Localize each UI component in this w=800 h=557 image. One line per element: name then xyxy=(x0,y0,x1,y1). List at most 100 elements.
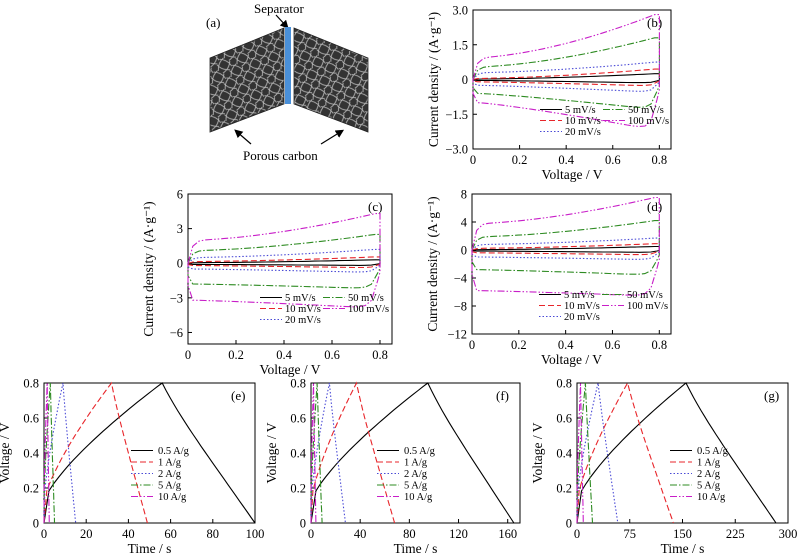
x-tick-label: 20 xyxy=(80,527,93,541)
series-line xyxy=(576,382,619,524)
legend-label: 5 mV/s xyxy=(564,290,595,301)
series-line xyxy=(576,381,674,524)
x-tick-label: 300 xyxy=(779,527,798,541)
series-line xyxy=(472,37,660,108)
x-tick-label: 100 xyxy=(246,527,265,541)
x-tick-label: 40 xyxy=(122,527,135,541)
porous-carbon-label: Porous carbon xyxy=(243,148,318,163)
y-tick-label: −1.5 xyxy=(445,108,468,122)
series-line xyxy=(43,382,56,524)
y-tick-label: 0.2 xyxy=(556,482,572,496)
y-tick-label: 3.0 xyxy=(452,4,468,18)
x-tick-label: 0.4 xyxy=(558,338,574,352)
series-line xyxy=(310,382,515,524)
legend-label: 2 A/g xyxy=(404,469,428,480)
x-tick-label: 0 xyxy=(470,153,476,167)
separator-label: Separator xyxy=(254,1,304,16)
y-tick-label: 0.8 xyxy=(556,377,572,391)
porous-carbon-arrow-left xyxy=(234,129,252,145)
left-electrode xyxy=(209,27,285,133)
series-line xyxy=(187,213,381,308)
series-line xyxy=(471,220,660,275)
legend-label: 1 A/g xyxy=(697,458,721,469)
series-line xyxy=(43,381,148,524)
y-tick-label: 4 xyxy=(461,216,468,230)
y-tick-label: 0.6 xyxy=(290,412,306,426)
x-tick-label: 0.2 xyxy=(511,338,527,352)
panel-label: (b) xyxy=(647,15,662,30)
plot-frame xyxy=(43,382,256,524)
series-line xyxy=(472,14,660,128)
x-tick-label: 0.6 xyxy=(605,338,621,352)
x-tick-label: 0.4 xyxy=(276,348,292,362)
y-tick-label: 0 xyxy=(177,257,183,271)
series-line xyxy=(576,382,777,524)
x-tick-label: 0.8 xyxy=(372,348,388,362)
legend-label: 5 A/g xyxy=(404,481,428,492)
series-line xyxy=(472,61,660,92)
y-tick-label: 0.4 xyxy=(556,447,572,461)
x-tick-label: 0.8 xyxy=(651,338,667,352)
legend-label: 20 mV/s xyxy=(564,312,600,323)
charts-layer: 0 0.2 0.4 0.6 0.8 −3.0 −1.5 0 1.5 3.0 Voltage / V C… xyxy=(0,4,797,557)
legend-label: 0.5 A/g xyxy=(158,446,190,457)
y-axis-title: Current density / (A·g⁻¹) xyxy=(141,201,156,336)
series-line xyxy=(471,196,660,296)
porous-carbon-arrow-right xyxy=(320,129,345,145)
legend-label: 1 A/g xyxy=(158,458,182,469)
legend-label: 50 mV/s xyxy=(628,105,664,116)
x-axis-title: Voltage / V xyxy=(259,362,320,377)
series-line xyxy=(187,259,381,266)
legend-label: 10 mV/s xyxy=(565,116,601,127)
legend-label: 0.5 A/g xyxy=(404,446,436,457)
legend-label: 1 A/g xyxy=(404,458,428,469)
chart-b: 0 0.2 0.4 0.6 0.8 −3.0 −1.5 0 1.5 3.0 Voltage / V C… xyxy=(426,4,672,182)
series-line xyxy=(43,382,256,524)
chart-c: 0 0.2 0.4 0.6 0.8 −6 −3 0 3 6 Voltage / V Current d… xyxy=(141,188,393,377)
y-axis-title: Voltage / V xyxy=(0,422,12,483)
legend-label: 5 mV/s xyxy=(285,293,316,304)
series-line xyxy=(310,382,323,524)
x-tick-label: 0 xyxy=(308,527,314,541)
legend-label: 50 mV/s xyxy=(348,293,384,304)
x-tick-label: 0.2 xyxy=(228,348,244,362)
y-tick-label: 0.4 xyxy=(290,447,306,461)
x-tick-label: 0.6 xyxy=(605,153,621,167)
y-tick-label: 0 xyxy=(300,517,306,531)
legend-label: 2 A/g xyxy=(158,469,182,480)
y-tick-label: 0 xyxy=(33,517,39,531)
legend-label: 100 mV/s xyxy=(628,116,669,127)
y-tick-label: 0.4 xyxy=(23,447,39,461)
x-tick-label: 160 xyxy=(498,527,517,541)
y-tick-label: 0.2 xyxy=(23,482,39,496)
chart-d: 0 0.2 0.4 0.6 0.8 −12 −8 −4 0 4 8 Voltage / V Curren… xyxy=(425,188,672,367)
y-tick-label: 0.6 xyxy=(23,412,39,426)
y-tick-label: −3.0 xyxy=(445,143,468,157)
y-tick-label: −4 xyxy=(454,272,468,286)
panel-label: (g) xyxy=(764,388,779,403)
x-axis-title: Voltage / V xyxy=(541,167,602,182)
y-tick-label: −3 xyxy=(170,291,183,305)
y-tick-label: 0 xyxy=(462,73,468,87)
legend-label: 2 A/g xyxy=(697,469,721,480)
legend-label: 20 mV/s xyxy=(285,315,321,326)
right-electrode xyxy=(293,27,369,133)
legend-label: 100 mV/s xyxy=(348,304,389,315)
y-axis-title: Voltage / V xyxy=(530,422,545,483)
series-line xyxy=(43,382,77,524)
x-tick-label: 150 xyxy=(673,527,692,541)
legend-label: 10 A/g xyxy=(404,492,433,503)
y-tick-label: −6 xyxy=(170,326,183,340)
x-tick-label: 0.4 xyxy=(558,153,574,167)
x-tick-label: 0.6 xyxy=(324,348,340,362)
legend-label: 10 A/g xyxy=(697,492,726,503)
x-axis-title: Time / s xyxy=(394,541,438,556)
legend-label: 5 mV/s xyxy=(565,105,596,116)
y-tick-label: 0.8 xyxy=(23,377,39,391)
chart-g: 0 75 150 225 300 0 0.2 0.4 0.6 0.8 Time / s Voltage… xyxy=(530,377,797,557)
x-axis-title: Voltage / V xyxy=(541,352,602,367)
series-line xyxy=(43,382,50,524)
legend-label: 10 mV/s xyxy=(564,301,600,312)
panel-label: (e) xyxy=(231,388,245,403)
y-tick-label: 1.5 xyxy=(452,38,468,52)
